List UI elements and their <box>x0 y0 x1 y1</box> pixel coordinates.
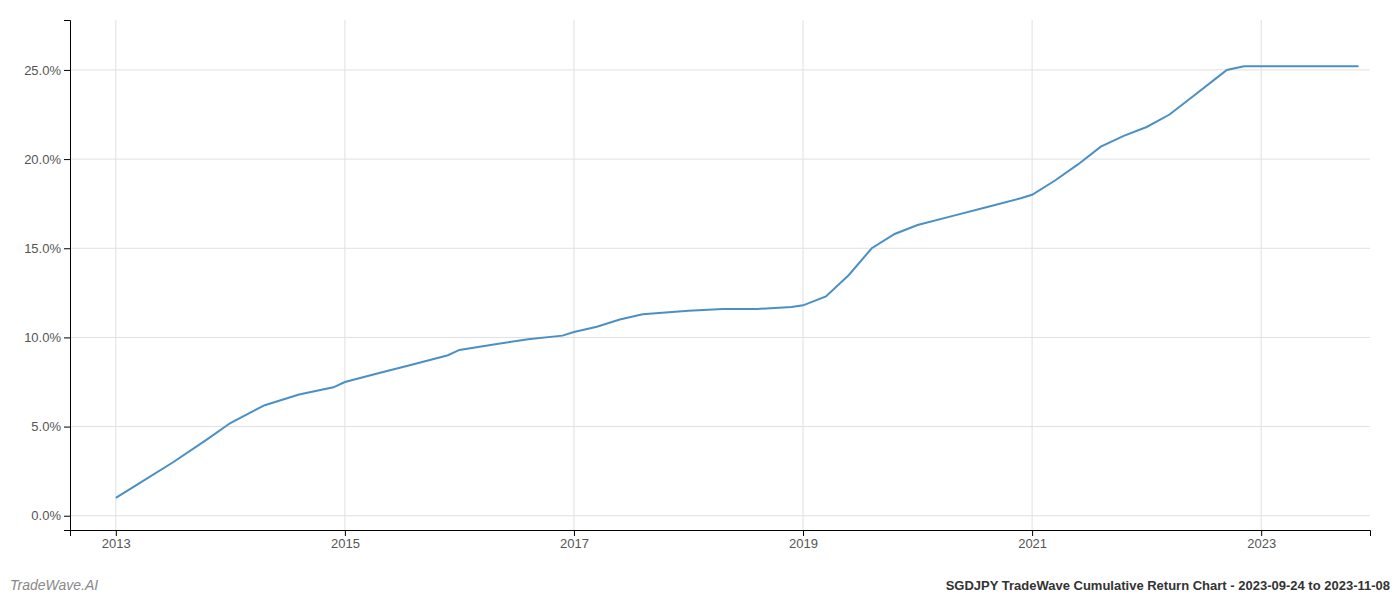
marks <box>116 66 1359 498</box>
chart: 2013 2015 2017 2019 2021 2023 0.0% 5.0% 10.0% 15.… <box>0 0 1400 600</box>
y-tick-label: 20.0% <box>24 152 61 167</box>
x-tick-label: 2015 <box>331 536 360 551</box>
x-tick-label: 2023 <box>1247 536 1276 551</box>
x-tick-label: 2013 <box>102 536 131 551</box>
x-tick: 2015 <box>331 530 360 551</box>
line <box>116 66 1359 498</box>
plot-area: 2013 2015 2017 2019 2021 2023 0.0% 5.0% 10.0% 15.… <box>24 20 1370 551</box>
y-tick: 10.0% <box>24 330 70 345</box>
x-tick-label: 2017 <box>560 536 589 551</box>
x-tick: 2019 <box>789 530 818 551</box>
x-tick-mark <box>1032 530 1033 536</box>
y-tick: 15.0% <box>24 241 70 256</box>
y-tick-label: 10.0% <box>24 330 61 345</box>
x-tick: 2017 <box>560 530 589 551</box>
y-tick-mark <box>64 70 70 71</box>
y-tick-label: 5.0% <box>31 419 61 434</box>
y-tick-label: 0.0% <box>31 508 61 523</box>
grid-line-x <box>344 20 345 530</box>
grid-line-x <box>803 20 804 530</box>
y-tick: 20.0% <box>24 152 70 167</box>
y-tick-mark <box>64 248 70 249</box>
y-tick: 0.0% <box>31 508 70 523</box>
grid-line-x <box>1032 20 1033 530</box>
x-tick-mark <box>803 530 804 536</box>
y-tick-label: 15.0% <box>24 241 61 256</box>
x-tick-label: 2019 <box>789 536 818 551</box>
y-tick: 5.0% <box>31 419 70 434</box>
grid-line-y <box>70 515 1370 516</box>
y-axis: 0.0% 5.0% 10.0% 15.0% 20.0% 25.0% <box>24 21 70 531</box>
x-axis-line <box>71 531 1371 537</box>
y-tick-mark <box>64 337 70 338</box>
grid-line-y <box>70 159 1370 160</box>
x-tick: 2013 <box>102 530 131 551</box>
x-tick: 2021 <box>1018 530 1047 551</box>
x-tick-mark <box>116 530 117 536</box>
grid-line-y <box>70 69 1370 70</box>
grid-line-y <box>70 337 1370 338</box>
x-tick-mark <box>345 530 346 536</box>
grid-line-x <box>573 20 574 530</box>
y-tick-mark <box>64 159 70 160</box>
x-axis: 2013 2015 2017 2019 2021 2023 <box>71 530 1371 551</box>
grid-line-y <box>70 426 1370 427</box>
grid <box>70 20 1370 530</box>
y-tick-mark <box>64 427 70 428</box>
title: SGDJPY TradeWave Cumulative Return Chart… <box>946 578 1390 593</box>
x-tick-mark <box>1261 530 1262 536</box>
x-tick: 2023 <box>1247 530 1276 551</box>
grid-line-y <box>70 248 1370 249</box>
grid-line-x <box>1261 20 1262 530</box>
x-tick-mark <box>574 530 575 536</box>
annotation: TradeWave.AI <box>10 577 98 593</box>
y-tick-mark <box>64 516 70 517</box>
x-tick-label: 2021 <box>1018 536 1047 551</box>
grid-line-x <box>115 20 116 530</box>
y-tick: 25.0% <box>24 63 70 78</box>
y-tick-label: 25.0% <box>24 63 61 78</box>
y-axis-line <box>64 21 71 531</box>
